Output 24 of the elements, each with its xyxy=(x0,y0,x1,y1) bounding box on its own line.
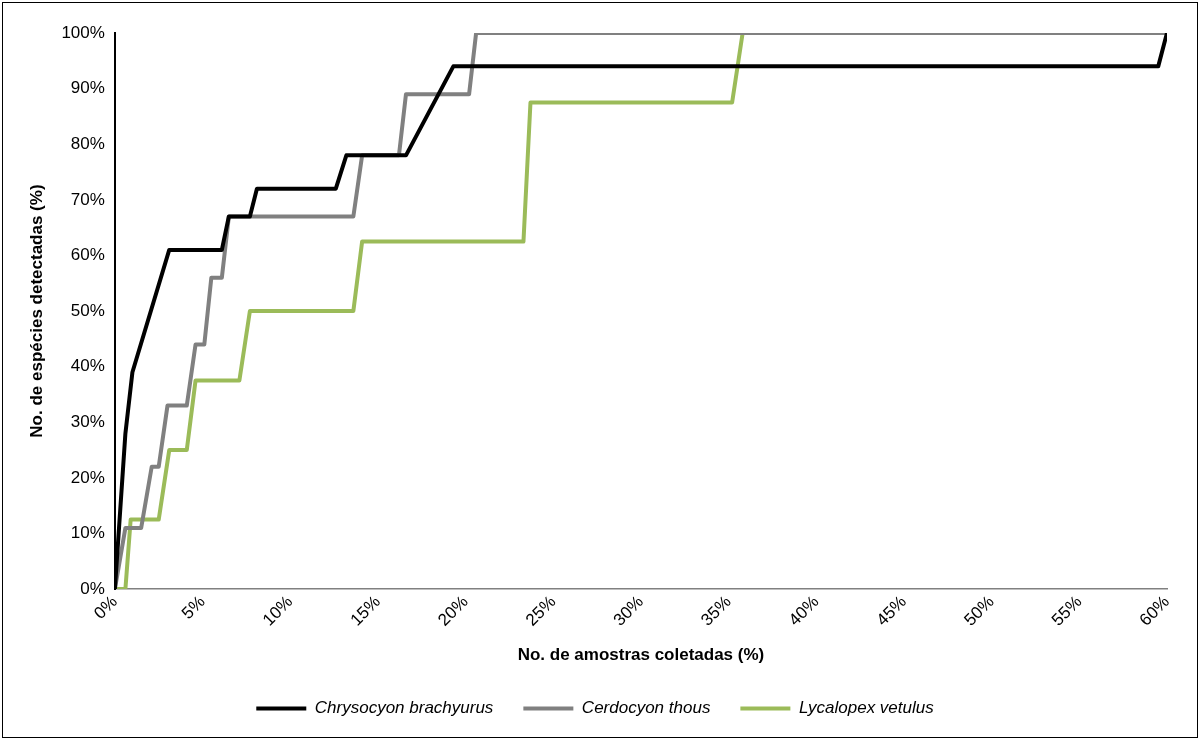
x-tick-label: 50% xyxy=(960,592,998,630)
y-tick-label: 40% xyxy=(70,356,105,376)
y-tick-label: 50% xyxy=(70,300,105,320)
y-tick-label: 70% xyxy=(70,189,105,209)
y-tick-label: 20% xyxy=(70,467,105,487)
x-tick-label: 55% xyxy=(1047,592,1086,630)
x-tick-label: 35% xyxy=(697,592,735,630)
y-tick-label: 60% xyxy=(70,245,105,265)
x-tick-label: 45% xyxy=(872,592,911,630)
x-tick-label: 60% xyxy=(1135,592,1174,630)
x-tick-label: 30% xyxy=(609,592,648,630)
y-tick-label: 30% xyxy=(70,411,105,431)
x-tick-label: 40% xyxy=(784,592,823,630)
y-axis-title: No. de espécies detectadas (%) xyxy=(26,184,46,438)
legend-label: Chrysocyon brachyurus xyxy=(314,698,494,718)
y-tick-label: 80% xyxy=(70,133,105,153)
y-tick-label: 90% xyxy=(70,78,105,98)
x-axis-title: No. de amostras coletadas (%) xyxy=(517,645,765,665)
x-tick-label: 5% xyxy=(177,592,209,623)
y-tick-label: 100% xyxy=(61,22,105,42)
y-tick-label: 10% xyxy=(70,523,105,543)
legend-label: Cerdocyon thous xyxy=(581,698,711,718)
legend-label: Lycalopex vetulus xyxy=(798,698,935,718)
y-tick-label: 0% xyxy=(80,578,105,598)
